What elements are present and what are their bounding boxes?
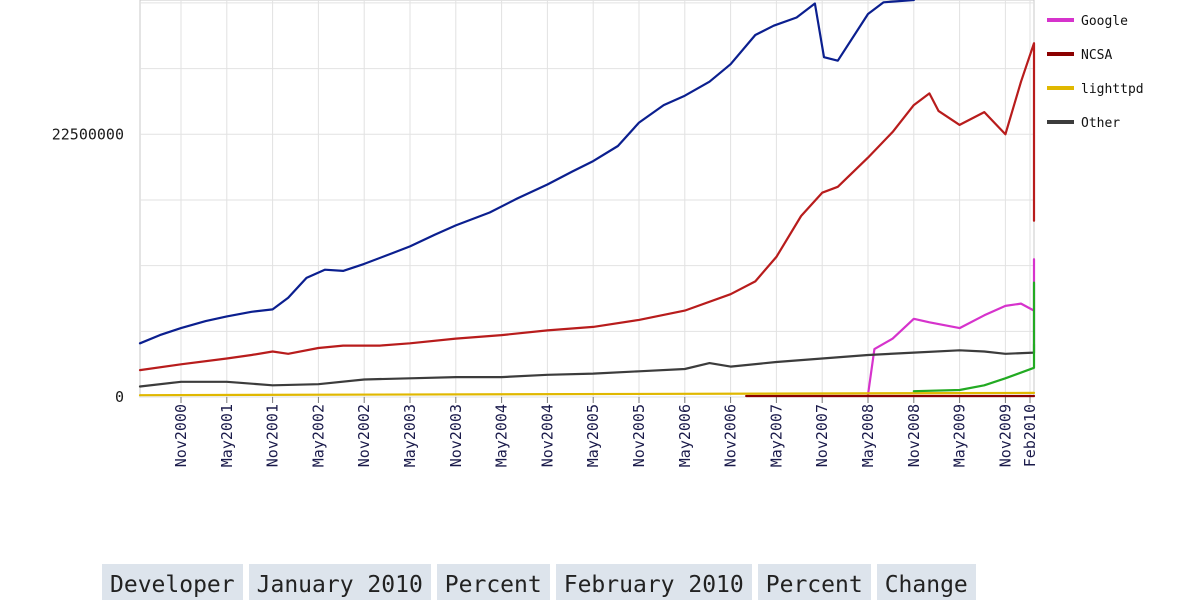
x-tick-label: Nov2004 <box>538 404 556 467</box>
legend: Google NCSA lighttpd Other <box>1047 14 1144 131</box>
x-tick-label: Nov2006 <box>722 404 740 467</box>
x-tick-label: Nov2007 <box>813 404 831 467</box>
series-line-green <box>912 281 1036 393</box>
x-tick-label: Nov2001 <box>264 404 282 467</box>
header-january-2010[interactable]: January 2010 <box>248 564 431 600</box>
header-change[interactable]: Change <box>876 564 976 600</box>
header-percent-feb[interactable]: Percent <box>757 564 871 600</box>
y-axis: 0 22500000 <box>52 125 124 406</box>
y-tick-label: 22500000 <box>52 125 124 143</box>
x-tick-label: Nov2005 <box>630 404 648 467</box>
header-percent-jan[interactable]: Percent <box>436 564 550 600</box>
x-tick-label: May2009 <box>951 404 969 467</box>
x-tick-label: May2002 <box>309 404 327 467</box>
legend-label-lighttpd: lighttpd <box>1081 82 1144 97</box>
header-february-2010[interactable]: February 2010 <box>555 564 752 600</box>
series-group <box>138 0 1036 398</box>
x-tick-label: May2005 <box>584 404 602 467</box>
x-tick-label: May2007 <box>767 404 785 467</box>
x-axis: Nov2000 May2001 Nov2001 May2002 Nov2002 May20… <box>172 397 1039 467</box>
x-tick-label: Nov2008 <box>905 404 923 467</box>
legend-label-ncsa: NCSA <box>1081 48 1112 63</box>
series-line-other <box>138 343 1036 388</box>
x-tick-label: Nov2009 <box>996 404 1014 467</box>
series-line-google <box>866 258 1036 396</box>
x-tick-label: Feb2010 <box>1021 404 1039 467</box>
series-line-lighttpd <box>138 391 1036 397</box>
x-tick-label: Nov2002 <box>355 404 373 467</box>
series-line-microsoft <box>138 0 915 345</box>
plot-area <box>139 0 1035 398</box>
x-tick-label: Nov2000 <box>172 404 190 467</box>
series-line-apache <box>138 42 1036 372</box>
x-tick-label: May2008 <box>859 404 877 467</box>
grid <box>139 0 1035 398</box>
y-tick-label: 0 <box>115 388 124 406</box>
x-tick-label: May2004 <box>493 404 511 467</box>
x-tick-label: May2006 <box>676 404 694 467</box>
legend-label-google: Google <box>1081 14 1128 29</box>
header-developer[interactable]: Developer <box>102 564 243 600</box>
x-tick-label: May2001 <box>218 404 236 467</box>
x-tick-label: Nov2003 <box>447 404 465 467</box>
table-header-row: Developer January 2010 Percent February … <box>102 564 976 600</box>
legend-label-other: Other <box>1081 116 1120 131</box>
x-tick-label: May2003 <box>401 404 419 467</box>
